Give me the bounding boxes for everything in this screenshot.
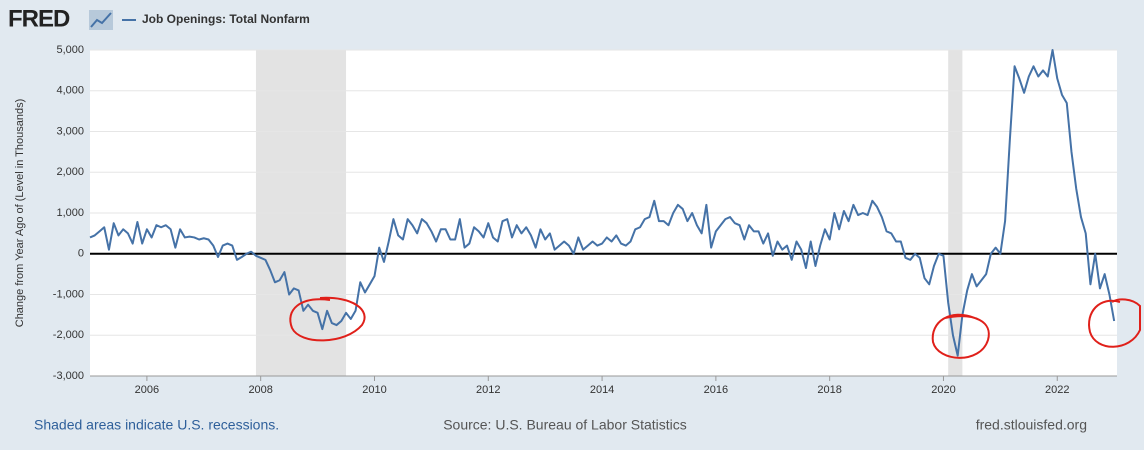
x-tick-label: 2016 [704, 384, 728, 396]
x-tick-label: 2014 [590, 384, 614, 396]
red-circle [289, 296, 366, 342]
red-circle [931, 313, 990, 359]
y-tick-label: 3,000 [56, 125, 84, 137]
red-circle [1088, 298, 1141, 348]
x-tick-label: 2008 [248, 384, 272, 396]
y-tick-label: 0 [78, 248, 84, 260]
x-tick-label: 2012 [476, 384, 500, 396]
y-axis-label: Change from Year Ago of (Level in Thousa… [14, 99, 26, 328]
data-line [89, 49, 1116, 357]
plot-layer: -3,000 -2,000 -1,000 0 1,000 2,000 3,000 4,000 5… [53, 44, 1117, 396]
y-tick-label: 1,000 [56, 207, 84, 219]
annotations [289, 296, 1141, 359]
y-tick-label: 5,000 [56, 44, 84, 56]
logo-icon [89, 10, 113, 30]
y-tick-label: -2,000 [53, 329, 84, 341]
y-tick-label: -3,000 [53, 370, 84, 382]
x-tick-label: 2022 [1045, 384, 1069, 396]
site: fred.stlouisfed.org [976, 417, 1087, 433]
footnote: Shaded areas indicate U.S. recessions. [34, 417, 279, 433]
logo: FRED [8, 5, 70, 32]
x-tick-label: 2018 [817, 384, 841, 396]
x-tick-label: 2010 [362, 384, 386, 396]
y-tick-label: 2,000 [56, 166, 84, 178]
y-tick-label: -1,000 [53, 288, 84, 300]
x-tick-label: 2006 [135, 384, 159, 396]
legend-label: Job Openings: Total Nonfarm [142, 12, 310, 26]
source: Source: U.S. Bureau of Labor Statistics [443, 417, 687, 433]
y-tick-label: 4,000 [56, 85, 84, 97]
x-tick-label: 2020 [931, 384, 955, 396]
